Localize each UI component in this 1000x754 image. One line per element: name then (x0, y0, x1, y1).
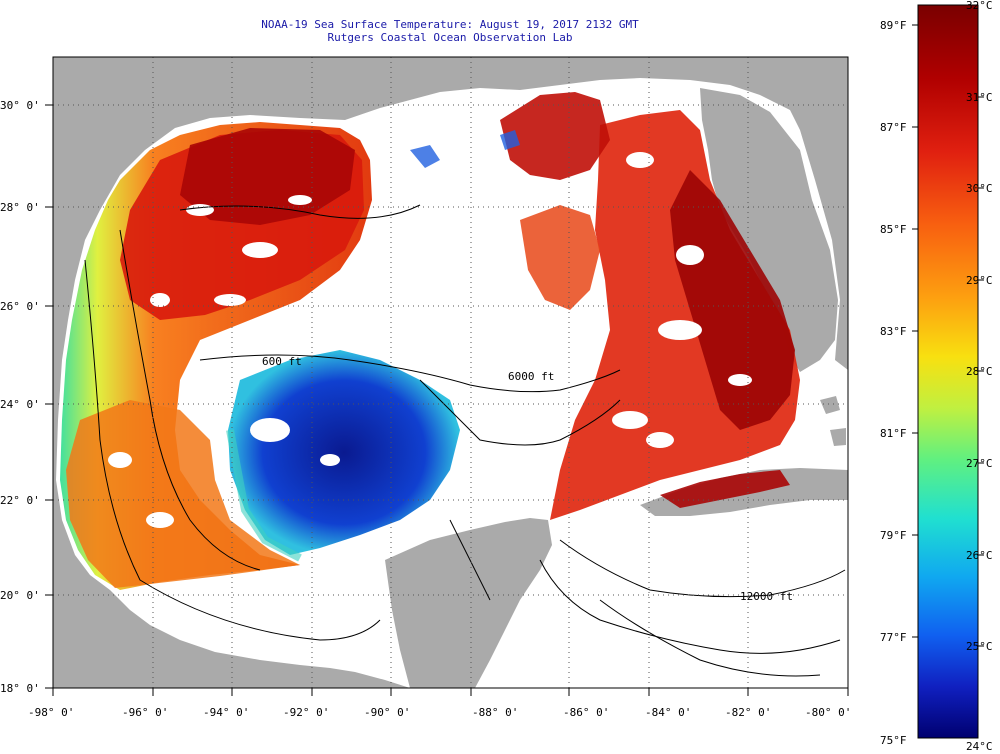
axis-ticks (45, 104, 849, 696)
cb-f-label: 83°F (880, 325, 907, 338)
lon-label: -88° 0' (472, 706, 518, 719)
sst-east-darkred (670, 170, 795, 430)
sst-cold-pool (228, 350, 460, 555)
lon-label: -92° 0' (283, 706, 329, 719)
cb-c-label: 25°C (966, 640, 993, 653)
cb-c-label: 32°C (966, 0, 993, 12)
bathymetry-contours (84, 204, 846, 677)
lon-label: -94° 0' (203, 706, 249, 719)
lat-label: 18° 0' (0, 682, 40, 695)
graticule (53, 57, 848, 688)
sst-east-patch (520, 205, 600, 310)
cb-f-label: 75°F (880, 734, 907, 747)
sst-cold-edge (226, 429, 302, 562)
cb-c-label: 30°C (966, 182, 993, 195)
sst-small-blue-north (410, 130, 520, 168)
lon-label: -96° 0' (122, 706, 168, 719)
lat-label: 22° 0' (0, 494, 40, 507)
contour-label-600ft: 600 ft (262, 355, 302, 368)
lon-label: -98° 0' (28, 706, 74, 719)
cb-f-label: 89°F (880, 19, 907, 32)
plot-frame (52, 56, 849, 689)
lat-label: 26° 0' (0, 300, 40, 313)
sst-caribbean-strip (660, 470, 790, 508)
contour-label-12000ft: 12000 ft (740, 590, 793, 603)
cb-c-label: 29°C (966, 274, 993, 287)
lon-label: -82° 0' (725, 706, 771, 719)
lon-label: -80° 0' (805, 706, 851, 719)
lat-label: 30° 0' (0, 99, 40, 112)
latitude-labels: 30° 0' 28° 0' 26° 0' 24° 0' 22° 0' 20° 0… (0, 99, 40, 695)
lon-label: -90° 0' (364, 706, 410, 719)
land-us-texas-louisiana (53, 57, 848, 688)
land-east-coast (770, 60, 848, 370)
lon-label: -84° 0' (645, 706, 691, 719)
colorbar-celsius-labels: 32°C 31°C 30°C 29°C 28°C 27°C 26°C 25°C … (966, 0, 993, 753)
colorbar (917, 4, 979, 739)
colorbar-ticks (912, 24, 984, 647)
cb-f-label: 85°F (880, 223, 907, 236)
longitude-labels: -98° 0' -96° 0' -94° 0' -92° 0' -90° 0' … (28, 706, 851, 719)
land-yucatan (385, 518, 552, 688)
lat-label: 24° 0' (0, 398, 40, 411)
cb-f-label: 87°F (880, 121, 907, 134)
lon-label: -86° 0' (563, 706, 609, 719)
sst-south-orange (66, 400, 300, 588)
contour-label-6000ft: 6000 ft (508, 370, 554, 383)
cb-c-label: 28°C (966, 365, 993, 378)
cb-f-label: 77°F (880, 631, 907, 644)
cb-c-label: 27°C (966, 457, 993, 470)
lat-label: 20° 0' (0, 589, 40, 602)
lat-label: 28° 0' (0, 201, 40, 214)
land-bahamas (820, 396, 846, 446)
map-title: NOAA-19 Sea Surface Temperature: August … (261, 18, 639, 31)
cb-c-label: 31°C (966, 91, 993, 104)
cb-f-label: 81°F (880, 427, 907, 440)
cb-c-label: 26°C (966, 549, 993, 562)
map-subtitle: Rutgers Coastal Ocean Observation Lab (327, 31, 573, 44)
cb-c-label: 24°C (966, 740, 993, 753)
land-florida (700, 88, 838, 372)
sst-east-north (500, 92, 610, 180)
cb-f-label: 79°F (880, 529, 907, 542)
cloud-specks (108, 152, 752, 528)
colorbar-fahrenheit-labels: 89°F 87°F 85°F 83°F 81°F 79°F 77°F 75°F (880, 19, 907, 747)
